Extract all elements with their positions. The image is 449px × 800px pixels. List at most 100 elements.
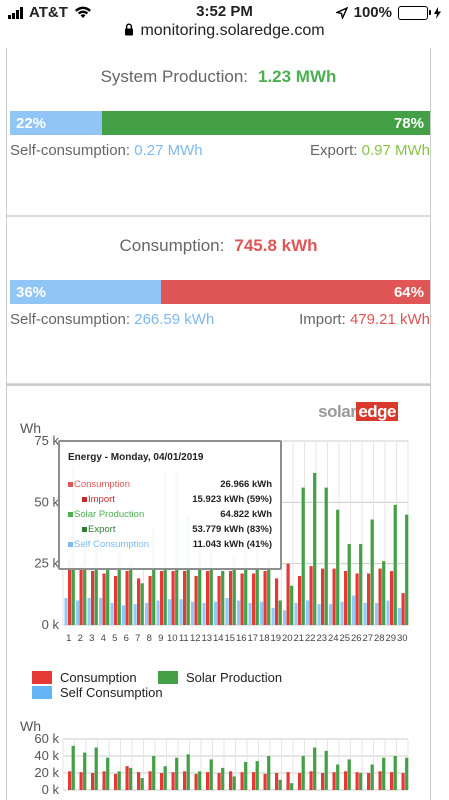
consumption-self-value: 266.59 kWh (134, 311, 215, 328)
bar-consumption (240, 573, 244, 625)
bar-solar-production (106, 568, 110, 625)
bar-consumption (367, 573, 371, 625)
bar-solar-production (393, 504, 397, 625)
bar-solar-production (129, 563, 133, 625)
tooltip-row-swatch (68, 482, 73, 487)
tooltip-rows: Consumption 26.966 kWh Import 15.923 kWh (5… (68, 477, 272, 552)
bar-consumption (114, 575, 118, 625)
x-tick-label: 4 (101, 633, 106, 644)
y-tick-label: 40 k (34, 748, 59, 763)
tooltip-row-value: 26.966 kWh (220, 479, 272, 490)
bar-solar-production (301, 487, 305, 625)
consumption-title: Consumption: (119, 236, 225, 255)
legend-solar[interactable]: Solar Production (158, 670, 282, 685)
bar-solar-production (71, 745, 75, 790)
bar-solar-production (94, 526, 98, 625)
tooltip-row-swatch (68, 512, 73, 517)
bar-self-consumption (87, 598, 91, 625)
bar-consumption (378, 568, 382, 625)
legend-consumption[interactable]: Consumption (32, 670, 137, 685)
bar-solar-production (140, 583, 144, 625)
x-tick-label: 9 (158, 633, 163, 644)
bar-self-consumption (99, 598, 103, 625)
production-ratio-bar: 22% 78% (10, 111, 430, 135)
bar-solar-production (198, 539, 202, 625)
bar-consumption (91, 571, 95, 625)
legend-self[interactable]: Self Consumption (32, 685, 163, 700)
bar-solar-production (186, 754, 190, 790)
production-self-pct: 22% (16, 114, 47, 132)
y-axis-title: Wh (20, 718, 41, 734)
bar-consumption (91, 773, 95, 790)
bar-solar-production (267, 558, 271, 625)
bar-consumption (275, 578, 279, 625)
x-tick-label: 26 (351, 633, 362, 644)
bar-consumption (68, 558, 72, 625)
production-export-value: 0.97 MWh (361, 142, 430, 159)
bar-consumption (263, 571, 267, 625)
bar-solar-production (140, 778, 144, 790)
x-tick-label: 19 (270, 633, 281, 644)
legend-self-label: Self Consumption (60, 685, 163, 700)
tooltip-row-value: 15.923 kWh (59%) (192, 494, 272, 505)
consumption-value: 745.8 kWh (234, 236, 318, 255)
tooltip-row-text: Export (88, 524, 116, 535)
bar-consumption (102, 573, 106, 625)
battery-icon (398, 5, 431, 20)
bar-solar-production (313, 472, 317, 625)
bar-self-consumption (317, 604, 321, 625)
bar-self-consumption (329, 604, 333, 625)
consumption-import-item: Import: 479.21 kWh (299, 311, 430, 328)
bar-solar-production (290, 585, 294, 625)
bar-solar-production (209, 759, 213, 790)
bar-consumption (125, 766, 129, 790)
bar-consumption (309, 771, 313, 790)
status-bar: AT&T 3:52 PM 100% (0, 0, 449, 24)
bar-self-consumption (156, 600, 160, 625)
x-tick-label: 25 (339, 633, 350, 644)
legend-self-swatch (32, 686, 52, 699)
bar-self-consumption (179, 599, 183, 625)
tooltip-row-swatch (82, 497, 87, 502)
bar-solar-production (83, 752, 87, 790)
bar-consumption (344, 571, 348, 625)
x-tick-label: 7 (135, 633, 140, 644)
bar-solar-production (393, 756, 397, 790)
bar-solar-production (255, 541, 259, 625)
bar-consumption (194, 575, 198, 625)
production-title: System Production: (100, 67, 248, 86)
carrier-label: AT&T (29, 4, 68, 21)
bar-consumption (183, 771, 187, 790)
bar-consumption (206, 571, 210, 625)
bar-consumption (68, 771, 72, 790)
x-tick-label: 13 (201, 633, 212, 644)
production-self-item: Self-consumption: 0.27 MWh (10, 142, 203, 159)
tooltip-row-swatch (68, 542, 73, 547)
bar-self-consumption (306, 600, 310, 625)
consumption-title-row: Consumption: 745.8 kWh (7, 236, 430, 256)
x-tick-label: 11 (179, 633, 189, 644)
bar-consumption (206, 772, 210, 790)
bar-solar-production (370, 764, 374, 790)
bar-solar-production (347, 544, 351, 625)
bar-consumption (321, 773, 325, 790)
bar-consumption (252, 772, 256, 790)
bar-consumption (194, 773, 198, 790)
consumption-self-pct: 36% (16, 283, 47, 301)
bar-consumption (355, 573, 359, 625)
address-bar[interactable]: monitoring.solaredge.com (0, 22, 449, 46)
tooltip-row: Export 53.779 kWh (83%) (68, 522, 272, 537)
tooltip-row: Solar Production 64.822 kWh (68, 507, 272, 522)
bar-solar-production (336, 509, 340, 625)
bar-self-consumption (191, 601, 195, 625)
legend-solar-swatch (158, 671, 178, 684)
bar-solar-production (232, 776, 236, 790)
x-tick-label: 8 (147, 633, 152, 644)
x-tick-label: 28 (374, 633, 385, 644)
x-tick-label: 16 (236, 633, 247, 644)
bar-consumption (286, 563, 290, 625)
tooltip-row-value: 53.779 kWh (83%) (192, 524, 272, 535)
energy-overview-chart[interactable]: Wh 0 k 20 k 40 k 60 k (0, 714, 449, 800)
bar-solar-production (336, 764, 340, 790)
bar-consumption (125, 571, 129, 625)
